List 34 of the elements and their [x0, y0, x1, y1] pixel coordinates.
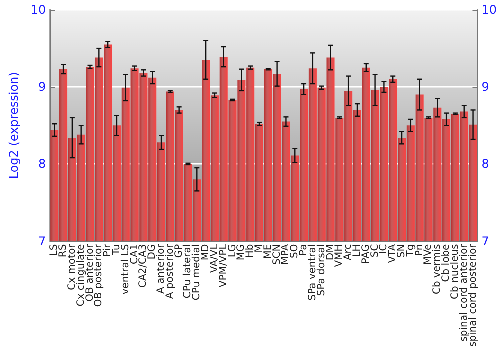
x-tick-label: OB posterior [94, 243, 105, 308]
y-tick-label: 10 [30, 3, 46, 17]
x-tick-label: MVe [423, 244, 434, 266]
x-tick-label: M [254, 244, 265, 253]
y-tick-label: 7 [38, 234, 46, 248]
x-tick-label: DG [147, 244, 158, 260]
x-tick-label: spinal cord posterior [468, 243, 479, 348]
x-tick-label: Cb nucleus [450, 244, 461, 300]
x-tick-label: Tg [405, 244, 416, 258]
x-tick-label: VPM/VPL [218, 244, 230, 288]
x-tick-label: Cx motor [66, 243, 78, 290]
y-axis-title: Log2 (expression) [7, 72, 21, 180]
x-tick-label: LH [352, 244, 363, 258]
y-tick-label: 9 [38, 80, 46, 94]
y2-tick-label: 8 [482, 157, 490, 172]
x-tick-label: spinal cord anterior [458, 243, 470, 342]
y2-tick-label: 10 [482, 3, 498, 17]
x-tick-label: Cb lobe [441, 244, 452, 282]
y-tick-label: 8 [38, 157, 46, 172]
x-tick-label: Pa [298, 244, 310, 256]
x-tick-label: GP [174, 244, 185, 258]
x-tick-label: Cx cingulate [76, 244, 87, 307]
x-tick-label: RS [58, 244, 70, 258]
x-tick-label: SPa dorsal [316, 244, 328, 296]
x-tick-label: SPa ventral [307, 244, 318, 301]
x-tick-label: VA/VL [209, 244, 220, 274]
x-tick-label: ME [262, 244, 274, 260]
y2-tick-label: 7 [482, 234, 490, 248]
x-tick-label: ventral LS [120, 244, 132, 295]
x-tick-label: Tu [111, 244, 122, 256]
x-tick-label: SCN [272, 244, 283, 266]
x-tick-label: PAG [360, 244, 372, 264]
x-tick-label: A posterior [164, 243, 176, 300]
y2-tick-label: 9 [482, 80, 490, 94]
